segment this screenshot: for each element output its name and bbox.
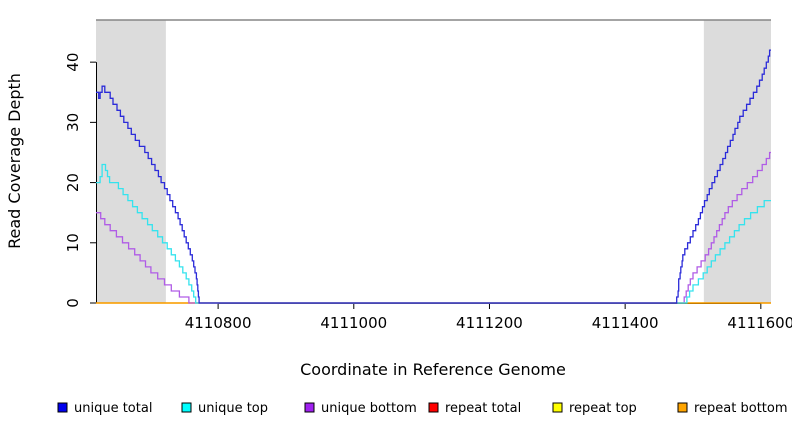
y-tick-label: 0	[64, 298, 82, 308]
legend-label-repeat-total: repeat total	[445, 401, 521, 416]
axes: 0 10 20 30 40 4110800 4111000 4111200 4111400 411…	[64, 19, 792, 332]
legend-swatch-unique-total	[57, 402, 68, 413]
series-line-unique-top	[96, 163, 771, 304]
y-tick-label: 20	[64, 173, 82, 192]
legend-swatch-unique-bottom	[304, 402, 315, 413]
legend-label-unique-total: unique total	[74, 401, 152, 416]
x-axis-title: Coordinate in Reference Genome	[300, 360, 566, 379]
x-tick-label: 4111000	[320, 314, 387, 332]
series-line-unique-total	[96, 49, 771, 304]
legend-swatch-unique-top	[181, 402, 192, 413]
series-lines	[96, 49, 771, 304]
y-tick-label: 10	[64, 233, 82, 252]
legend-label-repeat-top: repeat top	[569, 401, 637, 416]
legend: unique total unique top unique bottom repea…	[57, 401, 788, 416]
x-tick-label: 4110800	[185, 314, 252, 332]
y-axis-title: Read Coverage Depth	[5, 73, 24, 249]
y-tick-label: 30	[64, 113, 82, 132]
legend-swatch-repeat-total	[428, 402, 439, 413]
shaded-region-0	[96, 20, 166, 303]
legend-label-unique-top: unique top	[198, 401, 268, 416]
legend-label-unique-bottom: unique bottom	[321, 401, 417, 416]
x-tick-label: 4111600	[727, 314, 792, 332]
shaded-regions	[96, 20, 771, 303]
y-tick-label: 40	[64, 53, 82, 72]
legend-label-repeat-bottom: repeat bottom	[694, 401, 788, 416]
series-line-unique-bottom	[96, 151, 771, 304]
legend-swatch-repeat-bottom	[677, 402, 688, 413]
x-tick-label: 4111400	[592, 314, 659, 332]
legend-swatch-repeat-top	[552, 402, 563, 413]
x-tick-label: 4111200	[456, 314, 523, 332]
